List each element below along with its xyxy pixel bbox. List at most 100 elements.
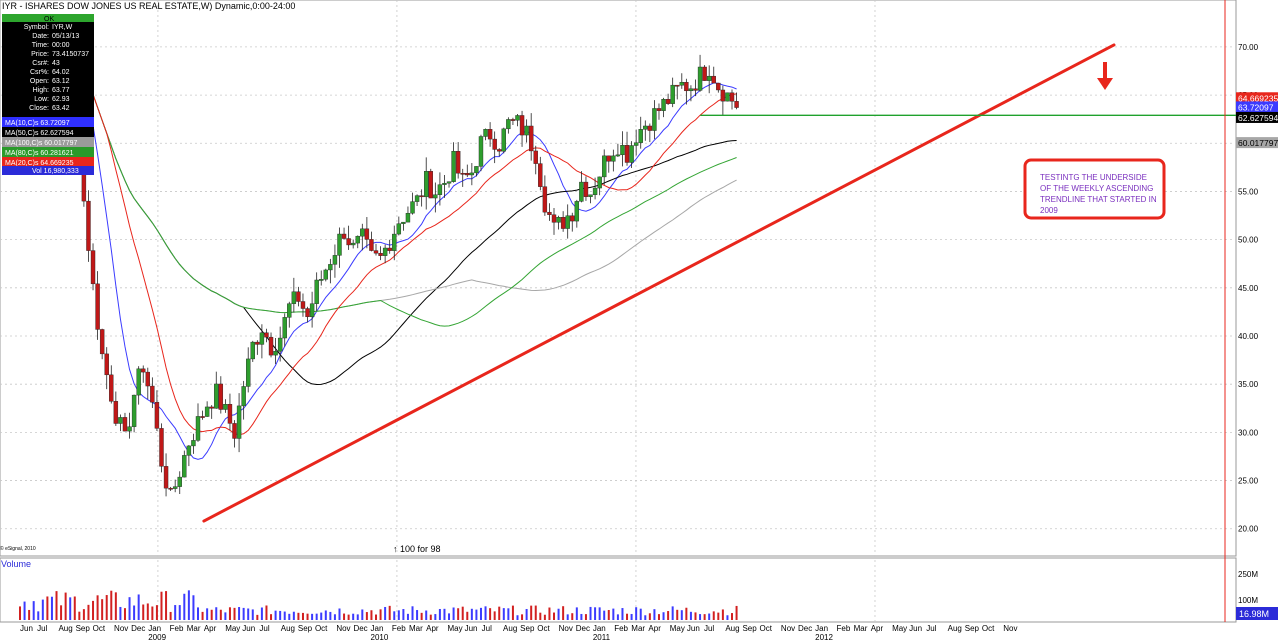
candle-body	[227, 404, 233, 424]
candle-body	[725, 92, 730, 102]
volume-bar	[96, 595, 99, 620]
volume-bar	[215, 607, 218, 620]
info-ma-bg	[2, 137, 94, 147]
volume-bar	[694, 612, 697, 620]
volume-bar	[32, 601, 35, 620]
info-key: High:	[33, 87, 49, 94]
info-key: Time:	[32, 42, 49, 49]
candle-body	[154, 402, 160, 429]
volume-bar	[128, 597, 131, 620]
candle-body	[305, 308, 310, 318]
volume-bar	[721, 609, 724, 620]
candle-body	[401, 221, 406, 224]
volume-bar	[539, 612, 542, 620]
y-tick-label: 55.00	[1238, 187, 1259, 196]
candle-body	[533, 150, 538, 164]
candle-body	[455, 151, 461, 174]
volume-bar	[155, 605, 158, 620]
volume-bar	[329, 611, 332, 620]
candle-body	[501, 128, 506, 152]
info-key: Csr#:	[32, 60, 49, 67]
info-value: 63.12	[52, 78, 70, 85]
candle-body	[670, 84, 675, 104]
candle-body	[314, 279, 319, 304]
candle-body	[729, 92, 735, 102]
volume-bar	[365, 612, 368, 620]
chart-title: IYR - ISHARES DOW JONES US REAL ESTATE,W…	[2, 1, 295, 11]
y-tick-label: 30.00	[1238, 428, 1259, 437]
candle-body	[442, 182, 447, 185]
candle-body	[168, 487, 173, 490]
x-month-label: Feb	[614, 624, 628, 633]
split-arrow-icon: ↑	[393, 544, 400, 554]
x-month-label: Jun	[909, 624, 922, 633]
candle-body	[602, 155, 607, 178]
volume-bar	[187, 590, 190, 620]
candle-body	[643, 125, 648, 130]
candle-body	[638, 129, 643, 143]
ma-line-20	[19, 45, 737, 436]
candle-body	[273, 351, 278, 356]
candle-body	[159, 428, 164, 467]
candle-body	[323, 269, 328, 280]
info-vol: Vol 16,980,333	[32, 168, 79, 175]
candle-body	[328, 264, 333, 271]
volume-bar	[69, 597, 72, 620]
volume-panel-border	[0, 557, 1237, 623]
volume-bar	[530, 605, 533, 620]
volume-bar	[511, 605, 514, 620]
info-value: IYR,W	[52, 24, 73, 31]
x-month-label: Apr	[426, 624, 439, 633]
candle-body	[246, 358, 251, 387]
volume-bar	[210, 609, 213, 620]
candle-body	[414, 195, 420, 202]
candle-body	[141, 368, 146, 373]
volume-bar	[169, 611, 172, 620]
x-month-label: Jul	[259, 624, 269, 633]
volume-bar	[406, 613, 409, 620]
x-month-label: Nov	[336, 624, 350, 633]
volume-bar	[457, 608, 460, 620]
candle-body	[734, 101, 739, 108]
x-month-label: Jun	[687, 624, 700, 633]
ma-badge-bg	[1236, 101, 1278, 113]
candle-body	[702, 66, 707, 81]
volume-bar	[114, 592, 117, 620]
x-month-label: Jun	[465, 624, 478, 633]
volume-bar	[548, 607, 551, 620]
candle-body	[428, 171, 433, 199]
volume-bar	[19, 606, 21, 620]
y-tick-label: 45.00	[1238, 284, 1259, 293]
volume-bar	[165, 591, 168, 620]
candle-body	[300, 301, 306, 309]
candle-body	[515, 115, 520, 121]
candle-body	[200, 416, 205, 418]
volume-bar	[64, 592, 67, 620]
candle-body	[319, 279, 324, 281]
volume-bar	[434, 614, 437, 620]
candle-body	[693, 88, 698, 91]
info-body-bg	[2, 22, 94, 117]
candle-body	[396, 223, 402, 235]
volume-bar	[50, 596, 53, 620]
candle-body	[565, 215, 570, 229]
candle-body	[378, 252, 383, 256]
volume-bar	[288, 613, 291, 620]
volume-bar	[379, 609, 382, 620]
candle-body	[332, 255, 338, 265]
candle-body	[392, 233, 397, 251]
volume-bar	[55, 591, 58, 620]
volume-bar	[553, 612, 556, 620]
x-month-label: Jan	[371, 624, 384, 633]
info-ma-bg	[2, 117, 94, 127]
x-month-label: Sep	[298, 624, 313, 633]
volume-bar	[105, 595, 108, 620]
volume-bar	[219, 609, 222, 620]
volume-bar	[671, 606, 674, 620]
candle-body	[150, 385, 155, 403]
info-key: Close:	[29, 105, 49, 112]
volume-bar	[493, 611, 496, 620]
candle-body	[223, 404, 228, 410]
candle-body	[350, 242, 356, 246]
